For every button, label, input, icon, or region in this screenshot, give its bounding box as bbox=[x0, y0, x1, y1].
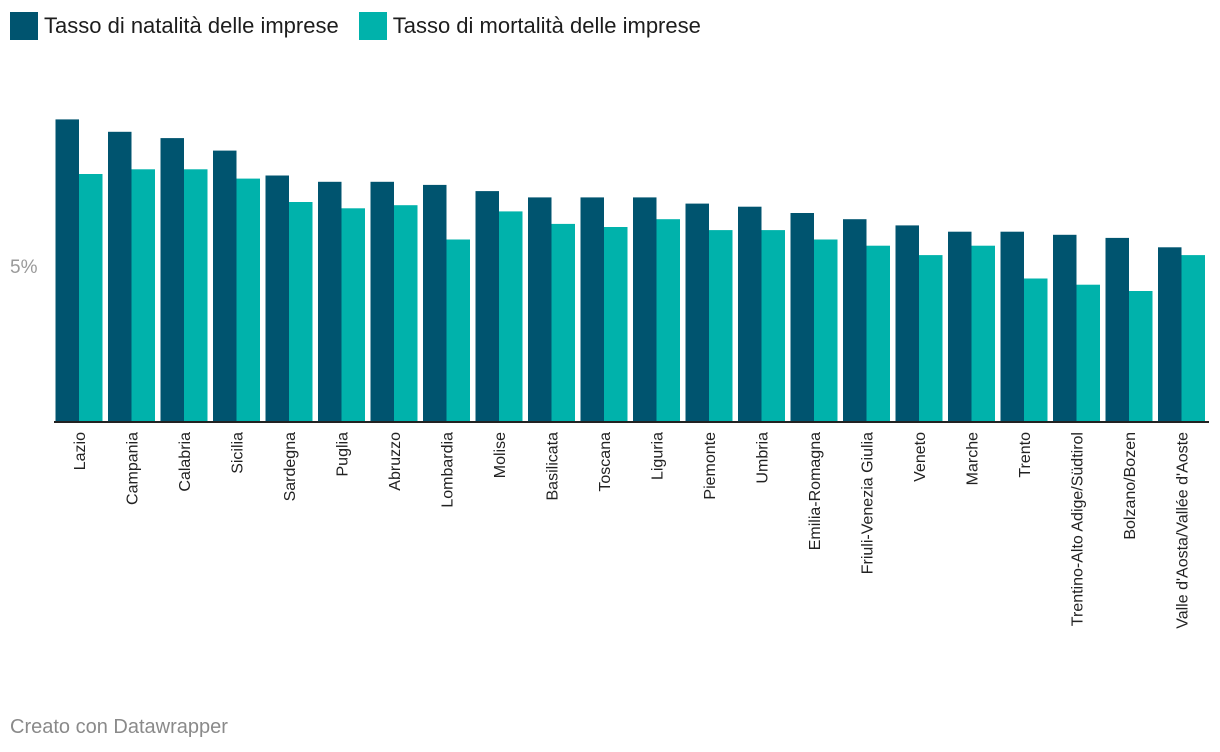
bar-natalita-20 bbox=[1105, 237, 1129, 422]
bar-natalita-4 bbox=[265, 175, 289, 422]
x-tick-label: Abruzzo bbox=[387, 432, 404, 491]
chart-legend: Tasso di natalità delle imprese Tasso di… bbox=[10, 12, 701, 40]
legend-item-natalita: Tasso di natalità delle imprese bbox=[10, 12, 339, 40]
bar-mortalita-17 bbox=[971, 245, 995, 422]
x-tick-label: Trento bbox=[1017, 432, 1034, 478]
bar-mortalita-13 bbox=[761, 230, 785, 422]
bar-natalita-16 bbox=[895, 225, 919, 422]
legend-label-natalita: Tasso di natalità delle imprese bbox=[44, 13, 339, 38]
bar-natalita-1 bbox=[108, 131, 132, 423]
y-axis-labels: 5% bbox=[10, 257, 38, 278]
bar-mortalita-6 bbox=[394, 205, 418, 422]
bar-mortalita-1 bbox=[131, 169, 155, 422]
x-tick-label: Umbria bbox=[755, 432, 772, 484]
x-tick-label: Toscana bbox=[597, 432, 614, 492]
bar-mortalita-16 bbox=[919, 255, 943, 422]
bar-natalita-0 bbox=[55, 119, 79, 423]
x-tick-label: Valle d'Aosta/Vallée d'Aoste bbox=[1175, 432, 1192, 629]
bar-mortalita-9 bbox=[551, 223, 575, 422]
x-tick-label: Veneto bbox=[912, 432, 929, 482]
x-tick-label: Piemonte bbox=[702, 432, 719, 500]
bar-natalita-8 bbox=[475, 191, 499, 422]
bar-mortalita-15 bbox=[866, 245, 890, 422]
legend-item-mortalita: Tasso di mortalità delle imprese bbox=[358, 12, 701, 40]
bar-natalita-14 bbox=[790, 213, 814, 422]
bar-mortalita-7 bbox=[446, 239, 470, 422]
bar-mortalita-14 bbox=[814, 239, 838, 422]
bar-natalita-18 bbox=[1000, 231, 1024, 422]
legend-swatch-natalita bbox=[10, 12, 38, 40]
bar-mortalita-19 bbox=[1076, 284, 1100, 422]
datawrapper-credit: Creato con Datawrapper bbox=[10, 716, 228, 738]
bar-natalita-17 bbox=[948, 231, 972, 422]
legend-label-mortalita: Tasso di mortalità delle imprese bbox=[392, 13, 701, 38]
bar-natalita-11 bbox=[633, 197, 657, 422]
x-axis-labels: Lazio Campania Calabria Sicilia Sardegna Pugl… bbox=[72, 432, 1192, 629]
x-tick-label: Sardegna bbox=[282, 432, 299, 501]
bar-mortalita-11 bbox=[656, 219, 680, 422]
legend-swatch-mortalita bbox=[358, 12, 387, 40]
bar-natalita-7 bbox=[423, 184, 447, 422]
x-tick-label: Calabria bbox=[177, 432, 194, 492]
bar-natalita-10 bbox=[580, 197, 604, 422]
bar-natalita-19 bbox=[1053, 234, 1077, 422]
bar-natalita-5 bbox=[318, 181, 342, 422]
bar-mortalita-20 bbox=[1129, 291, 1153, 422]
x-tick-label: Molise bbox=[492, 432, 509, 478]
x-tick-label: Basilicata bbox=[545, 432, 562, 501]
bar-mortalita-8 bbox=[499, 211, 523, 422]
x-tick-label: Lazio bbox=[72, 432, 89, 470]
x-tick-label: Liguria bbox=[650, 432, 667, 480]
x-tick-label: Sicilia bbox=[230, 432, 247, 474]
x-tick-label: Campania bbox=[125, 432, 142, 505]
x-tick-label: Friuli-Venezia Giulia bbox=[860, 432, 877, 574]
bar-natalita-3 bbox=[213, 150, 237, 422]
bar-mortalita-18 bbox=[1024, 278, 1048, 422]
bar-natalita-2 bbox=[160, 138, 184, 422]
bar-mortalita-3 bbox=[236, 178, 260, 422]
bar-natalita-13 bbox=[738, 206, 762, 422]
x-tick-label: Bolzano/Bozen bbox=[1122, 432, 1139, 540]
x-tick-label: Emilia-Romagna bbox=[807, 432, 824, 550]
x-tick-label: Trentino-Alto Adige/Südtirol bbox=[1070, 432, 1087, 626]
bar-mortalita-10 bbox=[604, 227, 628, 422]
bar-natalita-6 bbox=[370, 181, 394, 422]
bar-mortalita-12 bbox=[709, 230, 733, 422]
bar-mortalita-4 bbox=[289, 202, 313, 422]
bar-natalita-15 bbox=[843, 219, 867, 422]
x-tick-label: Lombardia bbox=[440, 432, 457, 508]
bar-natalita-12 bbox=[685, 203, 709, 422]
bar-natalita-21 bbox=[1158, 247, 1182, 422]
y-tick-label: 5% bbox=[10, 257, 38, 278]
bar-mortalita-2 bbox=[184, 169, 208, 422]
bar-natalita-9 bbox=[528, 197, 552, 422]
bar-mortalita-21 bbox=[1181, 255, 1205, 422]
bars-group bbox=[55, 119, 1205, 423]
bar-mortalita-0 bbox=[79, 174, 103, 422]
bar-mortalita-5 bbox=[341, 208, 365, 422]
x-tick-label: Marche bbox=[965, 432, 982, 485]
x-tick-label: Puglia bbox=[335, 432, 352, 477]
